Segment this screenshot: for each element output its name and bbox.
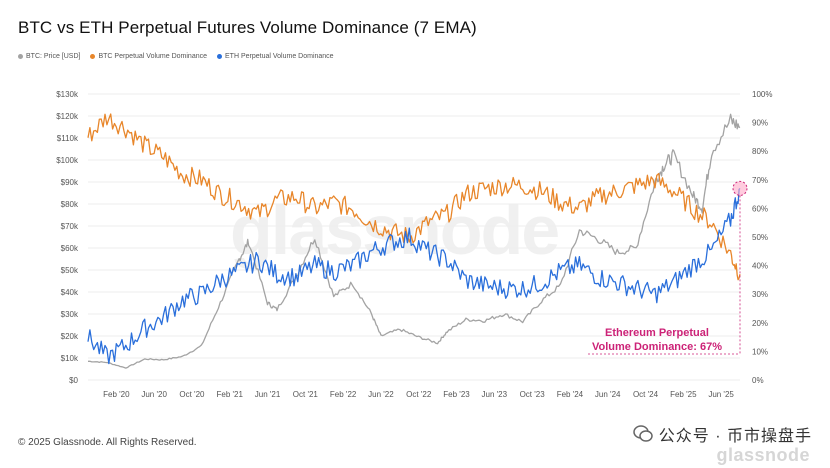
legend-label: ETH Perpetual Volume Dominance	[225, 53, 334, 60]
x-tick-label: Jun '23	[482, 390, 508, 399]
x-tick-label: Jun '20	[141, 390, 167, 399]
legend-item-btc-price[interactable]: BTC: Price [USD]	[18, 53, 80, 60]
y-left-tick-label: $80k	[61, 200, 79, 209]
eth-dominance-line	[87, 187, 741, 365]
legend-item-btc-dominance[interactable]: BTC Perpetual Volume Dominance	[90, 53, 207, 60]
x-tick-label: Jun '21	[255, 390, 281, 399]
legend: BTC: Price [USD] BTC Perpetual Volume Do…	[18, 53, 334, 60]
legend-item-eth-dominance[interactable]: ETH Perpetual Volume Dominance	[217, 53, 334, 60]
y-right-tick-label: 50%	[752, 233, 768, 242]
x-tick-label: Feb '21	[217, 390, 244, 399]
legend-label: BTC Perpetual Volume Dominance	[98, 53, 208, 60]
y-left-tick-label: $40k	[61, 288, 79, 297]
x-tick-label: Oct '24	[633, 390, 659, 399]
btc-price-line	[88, 113, 741, 369]
y-left-tick-label: $100k	[56, 156, 79, 165]
x-tick-label: Feb '23	[443, 390, 470, 399]
y-right-tick-label: 60%	[752, 204, 768, 213]
y-left-tick-label: $70k	[61, 222, 79, 231]
x-tick-label: Jun '22	[368, 390, 394, 399]
legend-dot-icon	[90, 54, 96, 59]
legend-dot-icon	[217, 54, 223, 59]
y-left-tick-label: $110k	[57, 134, 79, 143]
annotation-marker	[732, 180, 748, 196]
y-right-tick-label: 70%	[752, 176, 768, 185]
brand-logo: glassnode	[716, 445, 810, 465]
wechat-text: 公众号 · 币市操盘手	[658, 428, 812, 445]
x-tick-label: Feb '24	[557, 390, 584, 399]
x-tick-label: Feb '20	[103, 390, 130, 399]
copyright: © 2025 Glassnode. All Rights Reserved.	[18, 437, 197, 448]
y-right-tick-label: 20%	[752, 319, 768, 328]
y-left-tick-label: $120k	[56, 112, 79, 121]
legend-dot-icon	[18, 54, 23, 59]
y-left-tick-label: $60k	[61, 244, 79, 253]
x-tick-label: Jun '25	[708, 390, 734, 399]
chart-title: BTC vs ETH Perpetual Futures Volume Domi…	[18, 18, 477, 37]
x-tick-label: Oct '23	[520, 390, 546, 399]
x-tick-label: Oct '20	[179, 390, 205, 399]
x-tick-label: Oct '22	[406, 390, 432, 399]
wechat-icon	[633, 425, 653, 442]
annotation-line-2: Volume Dominance: 67%	[592, 341, 722, 353]
y-left-tick-label: $130k	[56, 90, 79, 99]
annotation-label: Ethereum Perpetual Volume Dominance: 67%	[572, 326, 742, 354]
legend-label: BTC: Price [USD]	[26, 53, 81, 60]
y-left-tick-label: $90k	[61, 178, 79, 187]
y-left-tick-label: $30k	[61, 310, 79, 319]
wechat-badge: 公众号 · 币市操盘手	[633, 422, 812, 446]
btc-dominance-line	[87, 113, 741, 281]
x-tick-label: Oct '21	[293, 390, 319, 399]
y-right-tick-label: 10%	[752, 347, 768, 356]
y-right-tick-label: 40%	[752, 262, 768, 271]
y-right-tick-label: 90%	[752, 119, 768, 128]
x-tick-label: Feb '25	[670, 390, 697, 399]
annotation-line-1: Ethereum Perpetual	[605, 327, 709, 339]
y-right-tick-label: 80%	[752, 147, 768, 156]
x-tick-label: Feb '22	[330, 390, 357, 399]
y-left-tick-label: $20k	[61, 332, 79, 341]
y-left-tick-label: $0	[69, 376, 78, 385]
y-left-tick-label: $10k	[61, 354, 79, 363]
y-right-tick-label: 100%	[752, 90, 772, 99]
y-right-tick-label: 30%	[752, 290, 768, 299]
y-right-tick-label: 0%	[752, 376, 764, 385]
y-left-tick-label: $50k	[61, 266, 79, 275]
x-tick-label: Jun '24	[595, 390, 621, 399]
